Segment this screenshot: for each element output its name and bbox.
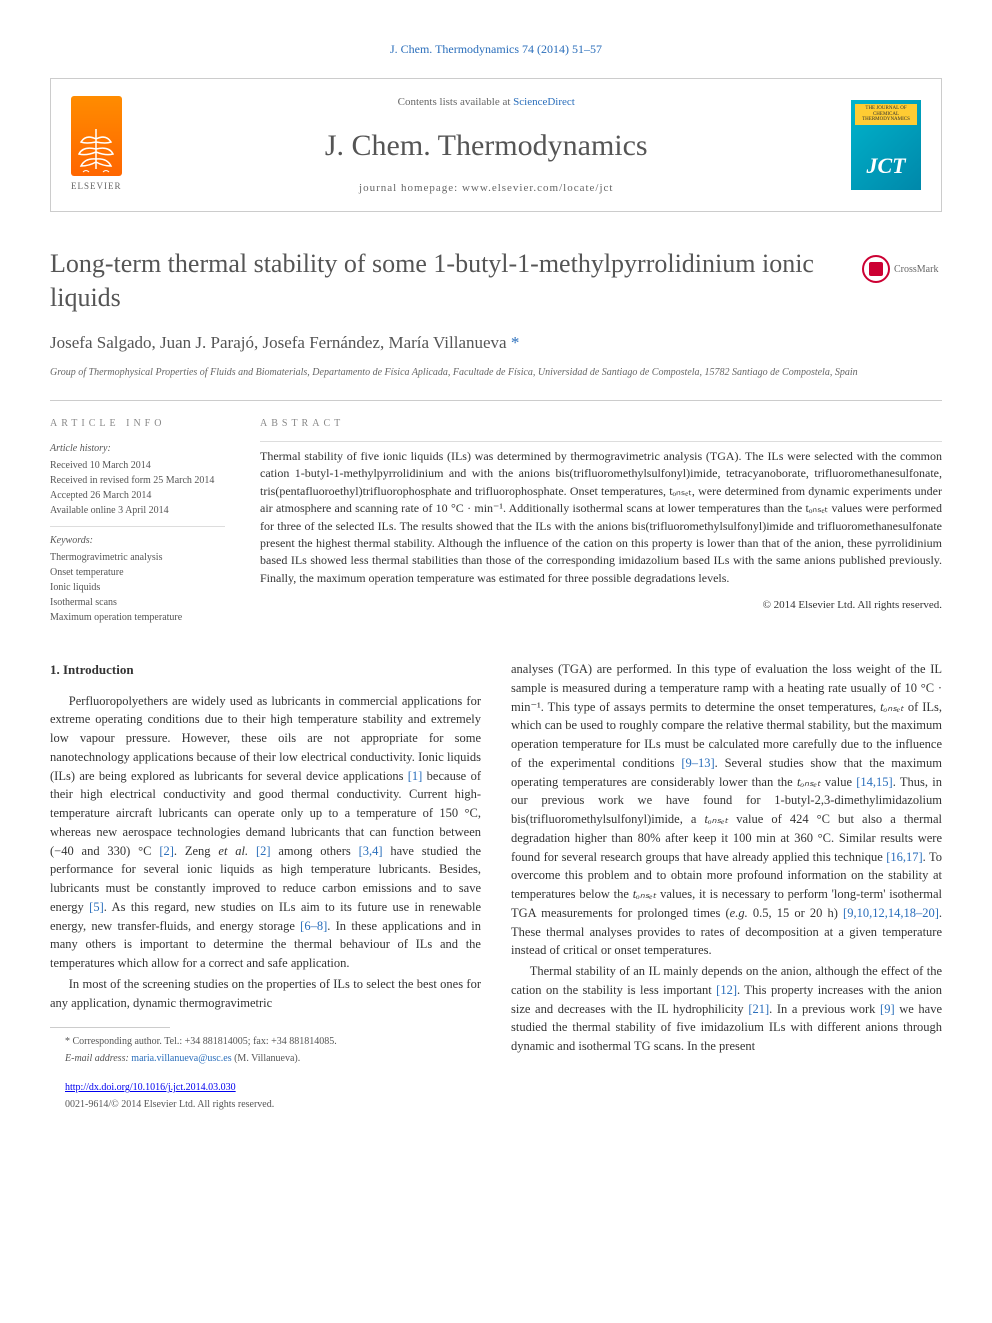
body-paragraph: In most of the screening studies on the … xyxy=(50,975,481,1013)
ref-link[interactable]: [6–8] xyxy=(300,919,327,933)
keywords-header: Keywords: xyxy=(50,526,225,548)
email-footnote: E-mail address: maria.villanueva@usc.es … xyxy=(50,1051,481,1066)
issn-copyright: 0021-9614/© 2014 Elsevier Ltd. All right… xyxy=(50,1097,481,1112)
article-history-header: Article history: xyxy=(50,441,225,456)
ref-link[interactable]: [5] xyxy=(89,900,104,914)
history-accepted: Accepted 26 March 2014 xyxy=(50,488,225,503)
crossmark-badge[interactable]: CrossMark xyxy=(862,255,942,283)
history-received: Received 10 March 2014 xyxy=(50,458,225,473)
ref-link[interactable]: [9,10,12,14,18–20] xyxy=(843,906,939,920)
journal-reference: J. Chem. Thermodynamics 74 (2014) 51–57 xyxy=(50,40,942,58)
section-heading: 1. Introduction xyxy=(50,660,481,680)
journal-title: J. Chem. Thermodynamics xyxy=(122,123,852,168)
ref-link[interactable]: [9–13] xyxy=(681,756,714,770)
abstract-column: ABSTRACT Thermal stability of five ionic… xyxy=(250,416,942,625)
ref-link[interactable]: [2] xyxy=(256,844,271,858)
keyword: Onset temperature xyxy=(50,565,225,580)
body-paragraph: analyses (TGA) are performed. In this ty… xyxy=(511,660,942,960)
footnote-separator xyxy=(50,1027,170,1028)
authors: Josefa Salgado, Juan J. Parajó, Josefa F… xyxy=(50,330,942,356)
article-info-column: ARTICLE INFO Article history: Received 1… xyxy=(50,416,250,625)
keyword: Maximum operation temperature xyxy=(50,610,225,625)
abstract-text: Thermal stability of five ionic liquids … xyxy=(260,441,942,587)
elsevier-label: ELSEVIER xyxy=(71,180,122,194)
sciencedirect-link[interactable]: ScienceDirect xyxy=(513,96,575,108)
ref-link[interactable]: [3,4] xyxy=(359,844,383,858)
body-paragraph: Thermal stability of an IL mainly depend… xyxy=(511,962,942,1056)
journal-cover-thumb[interactable]: THE JOURNAL OF CHEMICAL THERMODYNAMICS J… xyxy=(851,100,921,190)
ref-link[interactable]: [14,15] xyxy=(856,775,892,789)
elsevier-logo[interactable]: ELSEVIER xyxy=(71,96,122,194)
masthead: ELSEVIER Contents lists available at Sci… xyxy=(50,78,942,212)
history-online: Available online 3 April 2014 xyxy=(50,503,225,518)
abstract-label: ABSTRACT xyxy=(260,416,942,431)
ref-link[interactable]: [16,17] xyxy=(886,850,922,864)
article-title: Long-term thermal stability of some 1-bu… xyxy=(50,247,942,315)
body-two-columns: 1. Introduction Perfluoropolyethers are … xyxy=(50,660,942,1114)
authors-list: Josefa Salgado, Juan J. Parajó, Josefa F… xyxy=(50,333,507,352)
affiliation: Group of Thermophysical Properties of Fl… xyxy=(50,365,942,380)
history-revised: Received in revised form 25 March 2014 xyxy=(50,473,225,488)
ref-link[interactable]: [12] xyxy=(716,983,737,997)
doi-link[interactable]: http://dx.doi.org/10.1016/j.jct.2014.03.… xyxy=(65,1082,236,1093)
journal-homepage: journal homepage: www.elsevier.com/locat… xyxy=(122,180,852,197)
contents-lists-line: Contents lists available at ScienceDirec… xyxy=(122,94,852,111)
ref-link[interactable]: [2] xyxy=(159,844,174,858)
email-link[interactable]: maria.villanueva@usc.es xyxy=(131,1053,231,1064)
ref-link[interactable]: [9] xyxy=(880,1002,895,1016)
article-info-label: ARTICLE INFO xyxy=(50,416,225,431)
ref-link[interactable]: [1] xyxy=(408,769,423,783)
keyword: Thermogravimetric analysis xyxy=(50,550,225,565)
crossmark-label: CrossMark xyxy=(894,262,938,277)
elsevier-tree-icon xyxy=(71,124,121,174)
corresponding-author-marker[interactable]: * xyxy=(511,333,520,352)
contents-prefix: Contents lists available at xyxy=(398,96,513,108)
journal-thumb-abbrev: JCT xyxy=(866,149,905,182)
body-paragraph: Perfluoropolyethers are widely used as l… xyxy=(50,692,481,973)
abstract-copyright: © 2014 Elsevier Ltd. All rights reserved… xyxy=(260,597,942,614)
journal-thumb-title: THE JOURNAL OF CHEMICAL THERMODYNAMICS xyxy=(855,104,917,125)
crossmark-icon xyxy=(862,255,890,283)
ref-link[interactable]: [21] xyxy=(748,1002,769,1016)
keyword: Isothermal scans xyxy=(50,595,225,610)
corresponding-footnote: * Corresponding author. Tel.: +34 881814… xyxy=(50,1034,481,1049)
keyword: Ionic liquids xyxy=(50,580,225,595)
